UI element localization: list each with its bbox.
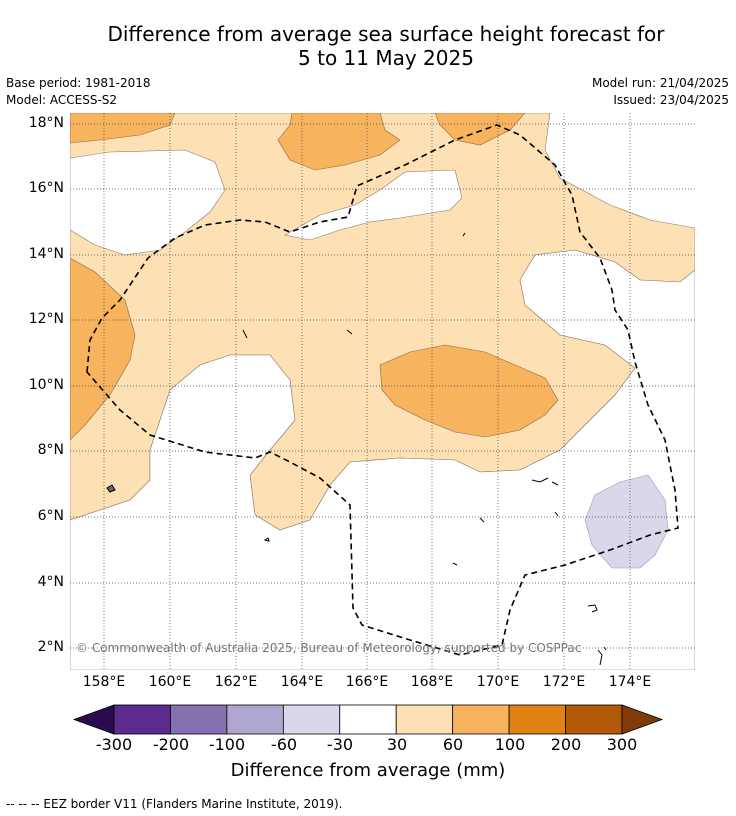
contour-60-100-northeast bbox=[434, 113, 526, 146]
contour-60-100-north bbox=[277, 113, 401, 171]
contour-hole-northwest bbox=[70, 149, 226, 256]
model-run-text: Model run: 21/04/2025 bbox=[591, 76, 729, 90]
lon-label-166e: 166°E bbox=[345, 674, 389, 690]
colorbar-extend-low bbox=[72, 704, 115, 735]
lat-label-8n: 8°N bbox=[37, 442, 64, 458]
contour-60-100-northwest bbox=[70, 113, 176, 144]
colorbar-tick-label: 100 bbox=[494, 735, 526, 754]
colorbar-extend-high bbox=[621, 704, 664, 735]
colorbar-cell bbox=[395, 704, 454, 735]
lat-label-12n: 12°N bbox=[28, 311, 64, 327]
lat-label-18n: 18°N bbox=[28, 115, 64, 131]
lat-label-14n: 14°N bbox=[28, 246, 64, 262]
lat-label-6n: 6°N bbox=[37, 508, 64, 524]
lat-label-4n: 4°N bbox=[37, 574, 64, 590]
colorbar-cell bbox=[339, 704, 397, 735]
colorbar-cell bbox=[170, 704, 228, 735]
lon-label-170e: 170°E bbox=[476, 674, 520, 690]
lat-label-16n: 16°N bbox=[28, 180, 64, 196]
contour-hole-east bbox=[70, 249, 695, 670]
graticule bbox=[70, 113, 695, 670]
colorbar-cell bbox=[452, 704, 510, 735]
colorbar-tick-label: 30 bbox=[386, 735, 408, 754]
colorbar-cell bbox=[565, 704, 623, 735]
colorbar-cell bbox=[226, 704, 284, 735]
colorbar-title: Difference from average (mm) bbox=[230, 760, 506, 781]
colorbar-tick-label: 60 bbox=[442, 735, 464, 754]
map-title-line2: 5 to 11 May 2025 bbox=[298, 46, 474, 70]
colorbar bbox=[72, 704, 664, 735]
colorbar-tick-label: -100 bbox=[208, 735, 246, 754]
colorbar-tick-label: 200 bbox=[550, 735, 582, 754]
contour-60-100-west bbox=[70, 257, 136, 441]
lat-label-2n: 2°N bbox=[37, 639, 64, 655]
base-period-text: Base period: 1981-2018 bbox=[6, 76, 151, 90]
lon-label-160e: 160°E bbox=[148, 674, 192, 690]
lon-label-174e: 174°E bbox=[608, 674, 652, 690]
lon-label-158e: 158°E bbox=[82, 674, 126, 690]
eez-border bbox=[86, 124, 679, 656]
model-text: Model: ACCESS-S2 bbox=[6, 93, 118, 107]
eez-legend-note: -- -- -- EEZ border V11 (Flanders Marine… bbox=[6, 797, 343, 811]
lon-label-162e: 162°E bbox=[214, 674, 258, 690]
colorbar-tick-label: -200 bbox=[152, 735, 190, 754]
map-field bbox=[70, 113, 695, 670]
lon-label-172e: 172°E bbox=[542, 674, 586, 690]
lon-label-164e: 164°E bbox=[280, 674, 324, 690]
colorbar-tick-label: -300 bbox=[95, 735, 133, 754]
copyright-notice: © Commonwealth of Australia 2025, Bureau… bbox=[76, 641, 582, 655]
colorbar-cell bbox=[113, 704, 171, 735]
colorbar-cell bbox=[508, 704, 566, 735]
islands bbox=[106, 232, 607, 666]
contour-hole-north-central bbox=[284, 169, 463, 241]
colorbar-tick-label: -30 bbox=[326, 735, 354, 754]
contour-60-100-central bbox=[379, 344, 559, 438]
issued-text: Issued: 23/04/2025 bbox=[613, 93, 729, 107]
colorbar-tick-label: 300 bbox=[606, 735, 638, 754]
contour-minus-60-30 bbox=[584, 474, 669, 569]
colorbar-tick-label: -60 bbox=[270, 735, 298, 754]
map-title-line1: Difference from average sea surface heig… bbox=[107, 22, 665, 46]
lon-label-168e: 168°E bbox=[410, 674, 454, 690]
colorbar-cell bbox=[282, 704, 341, 735]
lat-label-10n: 10°N bbox=[28, 377, 64, 393]
